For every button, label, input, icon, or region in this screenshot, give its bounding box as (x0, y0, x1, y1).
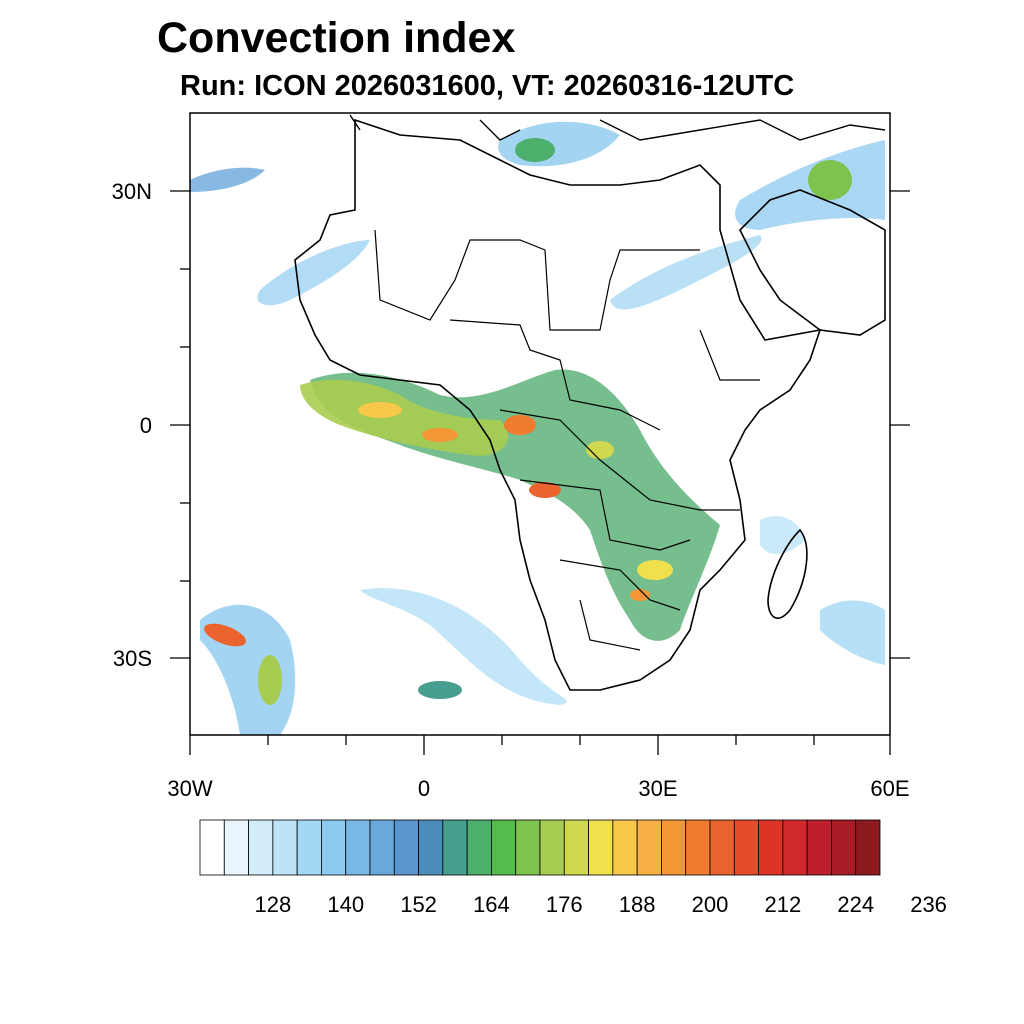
convection-core-9 (258, 655, 282, 705)
map-frame (189, 112, 891, 736)
colorbar-tick-label: 140 (327, 892, 364, 917)
coastline-africa (294, 118, 822, 691)
coastline-arabia (739, 189, 886, 336)
colorbar-segment (272, 819, 298, 876)
cloud-band-west-africa (257, 240, 370, 306)
cloud-band-north (498, 121, 620, 167)
lat-label-30n: 30N (112, 179, 152, 204)
map-title: Convection index (157, 14, 516, 62)
colorbar (199, 819, 881, 876)
colorbar-segment (612, 819, 638, 876)
colorbar-tick-label: 224 (837, 892, 874, 917)
colorbar-segment (855, 819, 881, 876)
lon-label-30e: 30E (638, 776, 677, 801)
convection-core-12 (515, 138, 555, 162)
country-borders (374, 229, 760, 651)
lon-label-0: 0 (418, 776, 430, 801)
colorbar-segment (588, 819, 614, 876)
cloud-band-madagascar (760, 516, 805, 555)
colorbar-segment (563, 819, 589, 876)
colorbar-segment (539, 819, 565, 876)
colorbar-tick-label: 200 (692, 892, 729, 917)
cloud-band-atlantic-north (190, 167, 265, 192)
colorbar-segment (369, 819, 395, 876)
colorbar-segment (248, 819, 274, 876)
convection-core-6 (630, 589, 650, 601)
lon-label-60e: 60E (870, 776, 909, 801)
convection-core-7 (586, 441, 614, 459)
colorbar-segment (515, 819, 541, 876)
convection-field (190, 114, 886, 735)
colorbar-tick-label: 128 (255, 892, 292, 917)
colorbar-segment (296, 819, 322, 876)
colorbar-tick-label: 212 (765, 892, 802, 917)
lat-label-30s: 30S (113, 646, 152, 671)
coastline-europe (349, 114, 886, 141)
convection-core-8 (204, 623, 246, 647)
colorbar-tick-label: 164 (473, 892, 510, 917)
colorbar-segment (199, 819, 225, 876)
colorbar-segment (782, 819, 808, 876)
convection-core-10 (418, 681, 462, 699)
axis-ticks (170, 190, 910, 755)
colorbar-tick-label: 152 (400, 892, 437, 917)
colorbar-segment (442, 819, 468, 876)
coastline-madagascar (767, 528, 808, 619)
convection-core-4 (529, 482, 561, 498)
colorbar-segment (709, 819, 735, 876)
colorbar-segment (685, 819, 711, 876)
colorbar-tick-label: 236 (910, 892, 947, 917)
colorbar-segment (661, 819, 687, 876)
map-subtitle: Run: ICON 2026031600, VT: 20260316-12UTC (180, 70, 795, 102)
lat-label-0: 0 (140, 413, 152, 438)
colorbar-segment (466, 819, 492, 876)
colorbar-segment (321, 819, 347, 876)
convection-core-5 (637, 560, 673, 580)
cloud-band-sahara (610, 235, 762, 310)
cloud-band-south-atlantic (360, 588, 568, 705)
colorbar-segment (418, 819, 444, 876)
convection-core-2 (422, 428, 458, 442)
cloud-band-indian-ocean (820, 600, 885, 665)
colorbar-segment (491, 819, 517, 876)
convection-core-11 (808, 160, 852, 200)
colorbar-segment (345, 819, 371, 876)
colorbar-segment (393, 819, 419, 876)
colorbar-segment (733, 819, 759, 876)
colorbar-segment (758, 819, 784, 876)
colorbar-segment (806, 819, 832, 876)
convection-core-3 (504, 415, 536, 435)
lon-label-30w: 30W (167, 776, 212, 801)
colorbar-segment (223, 819, 249, 876)
colorbar-segment (831, 819, 857, 876)
colorbar-labels: 128 140 152 164 176 188 200 212 224 236 (255, 892, 947, 917)
convection-core-1 (358, 402, 402, 418)
colorbar-segment (636, 819, 662, 876)
colorbar-tick-label: 188 (619, 892, 656, 917)
colorbar-tick-label: 176 (546, 892, 583, 917)
